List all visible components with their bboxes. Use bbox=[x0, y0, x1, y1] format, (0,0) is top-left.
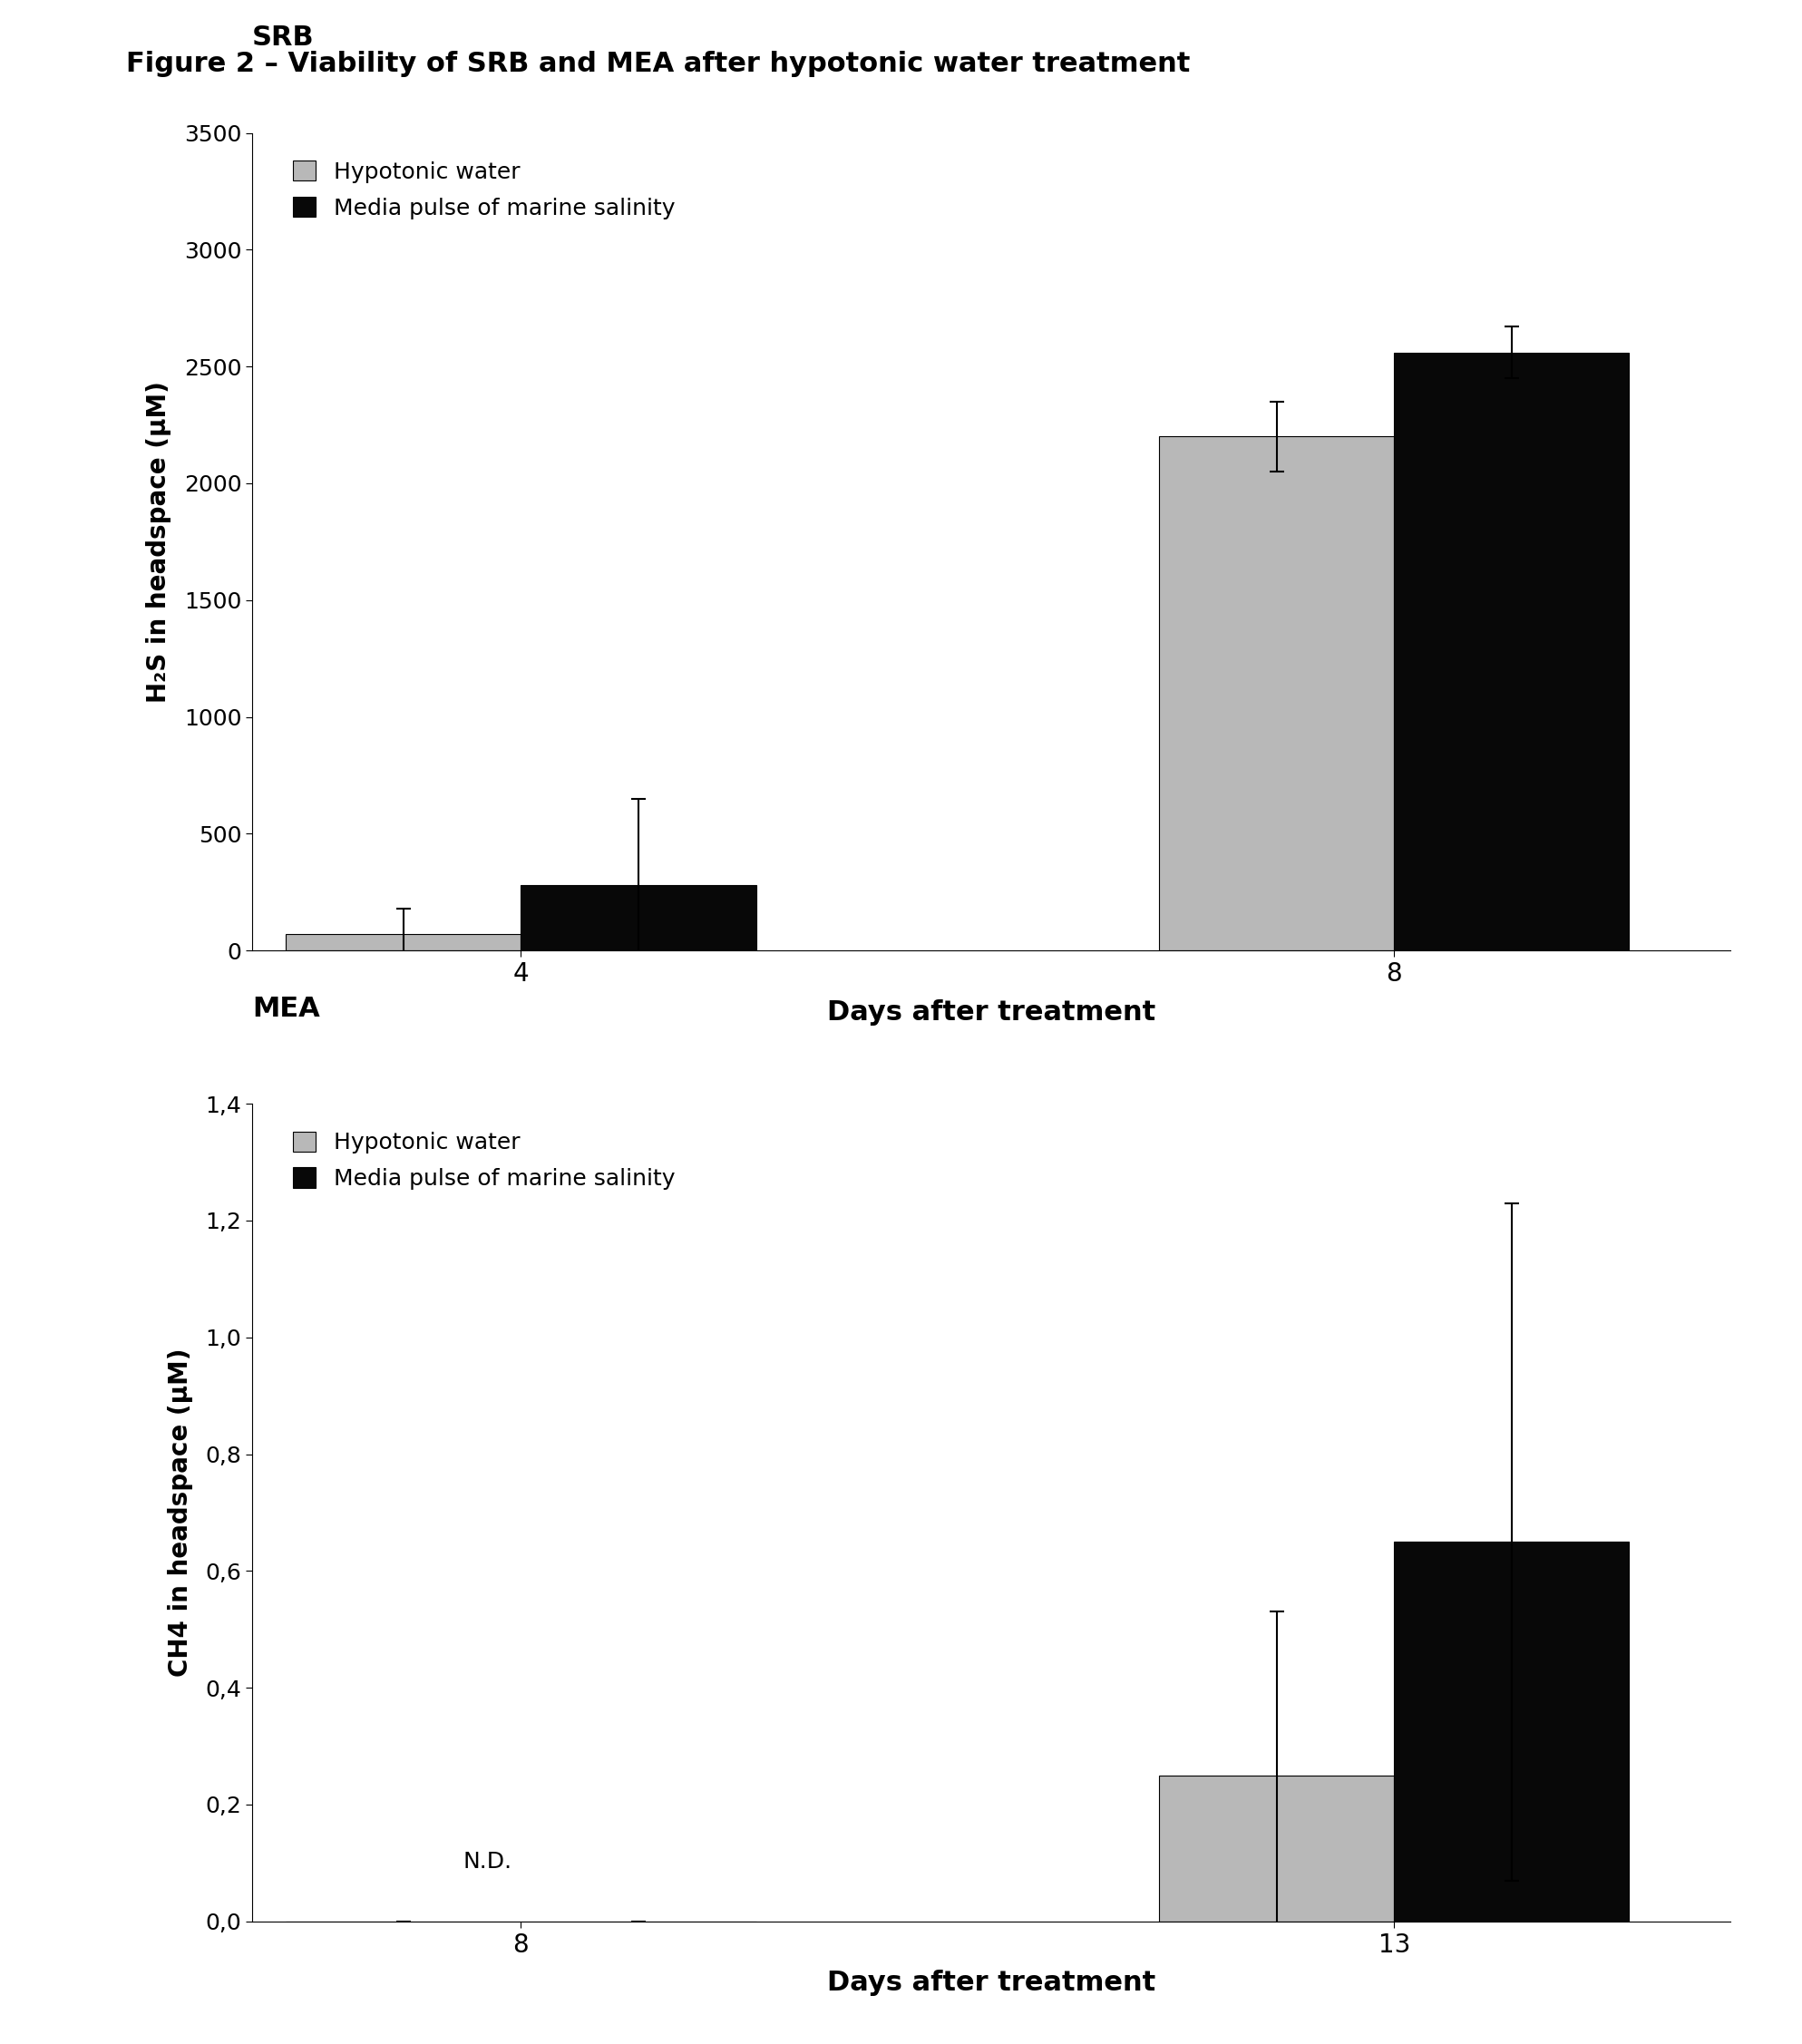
Bar bbox=[521, 885, 757, 950]
Text: SRB: SRB bbox=[252, 25, 315, 51]
Bar bbox=[1159, 1776, 1395, 1921]
X-axis label: Days after treatment: Days after treatment bbox=[827, 1970, 1155, 1997]
Text: Figure 2 – Viability of SRB and MEA after hypotonic water treatment: Figure 2 – Viability of SRB and MEA afte… bbox=[126, 51, 1191, 78]
X-axis label: Days after treatment: Days after treatment bbox=[827, 1000, 1155, 1026]
Text: N.D.: N.D. bbox=[463, 1850, 512, 1872]
Y-axis label: CH4 in headspace (μM): CH4 in headspace (μM) bbox=[168, 1349, 193, 1676]
Bar bbox=[287, 934, 521, 950]
Y-axis label: H₂S in headspace (μM): H₂S in headspace (μM) bbox=[146, 380, 171, 703]
Legend: Hypotonic water, Media pulse of marine salinity: Hypotonic water, Media pulse of marine s… bbox=[294, 1132, 676, 1190]
Text: MEA: MEA bbox=[252, 995, 321, 1022]
Bar bbox=[1159, 437, 1395, 950]
Legend: Hypotonic water, Media pulse of marine salinity: Hypotonic water, Media pulse of marine s… bbox=[294, 161, 676, 219]
Bar bbox=[1395, 1541, 1629, 1921]
Bar bbox=[1395, 352, 1629, 950]
